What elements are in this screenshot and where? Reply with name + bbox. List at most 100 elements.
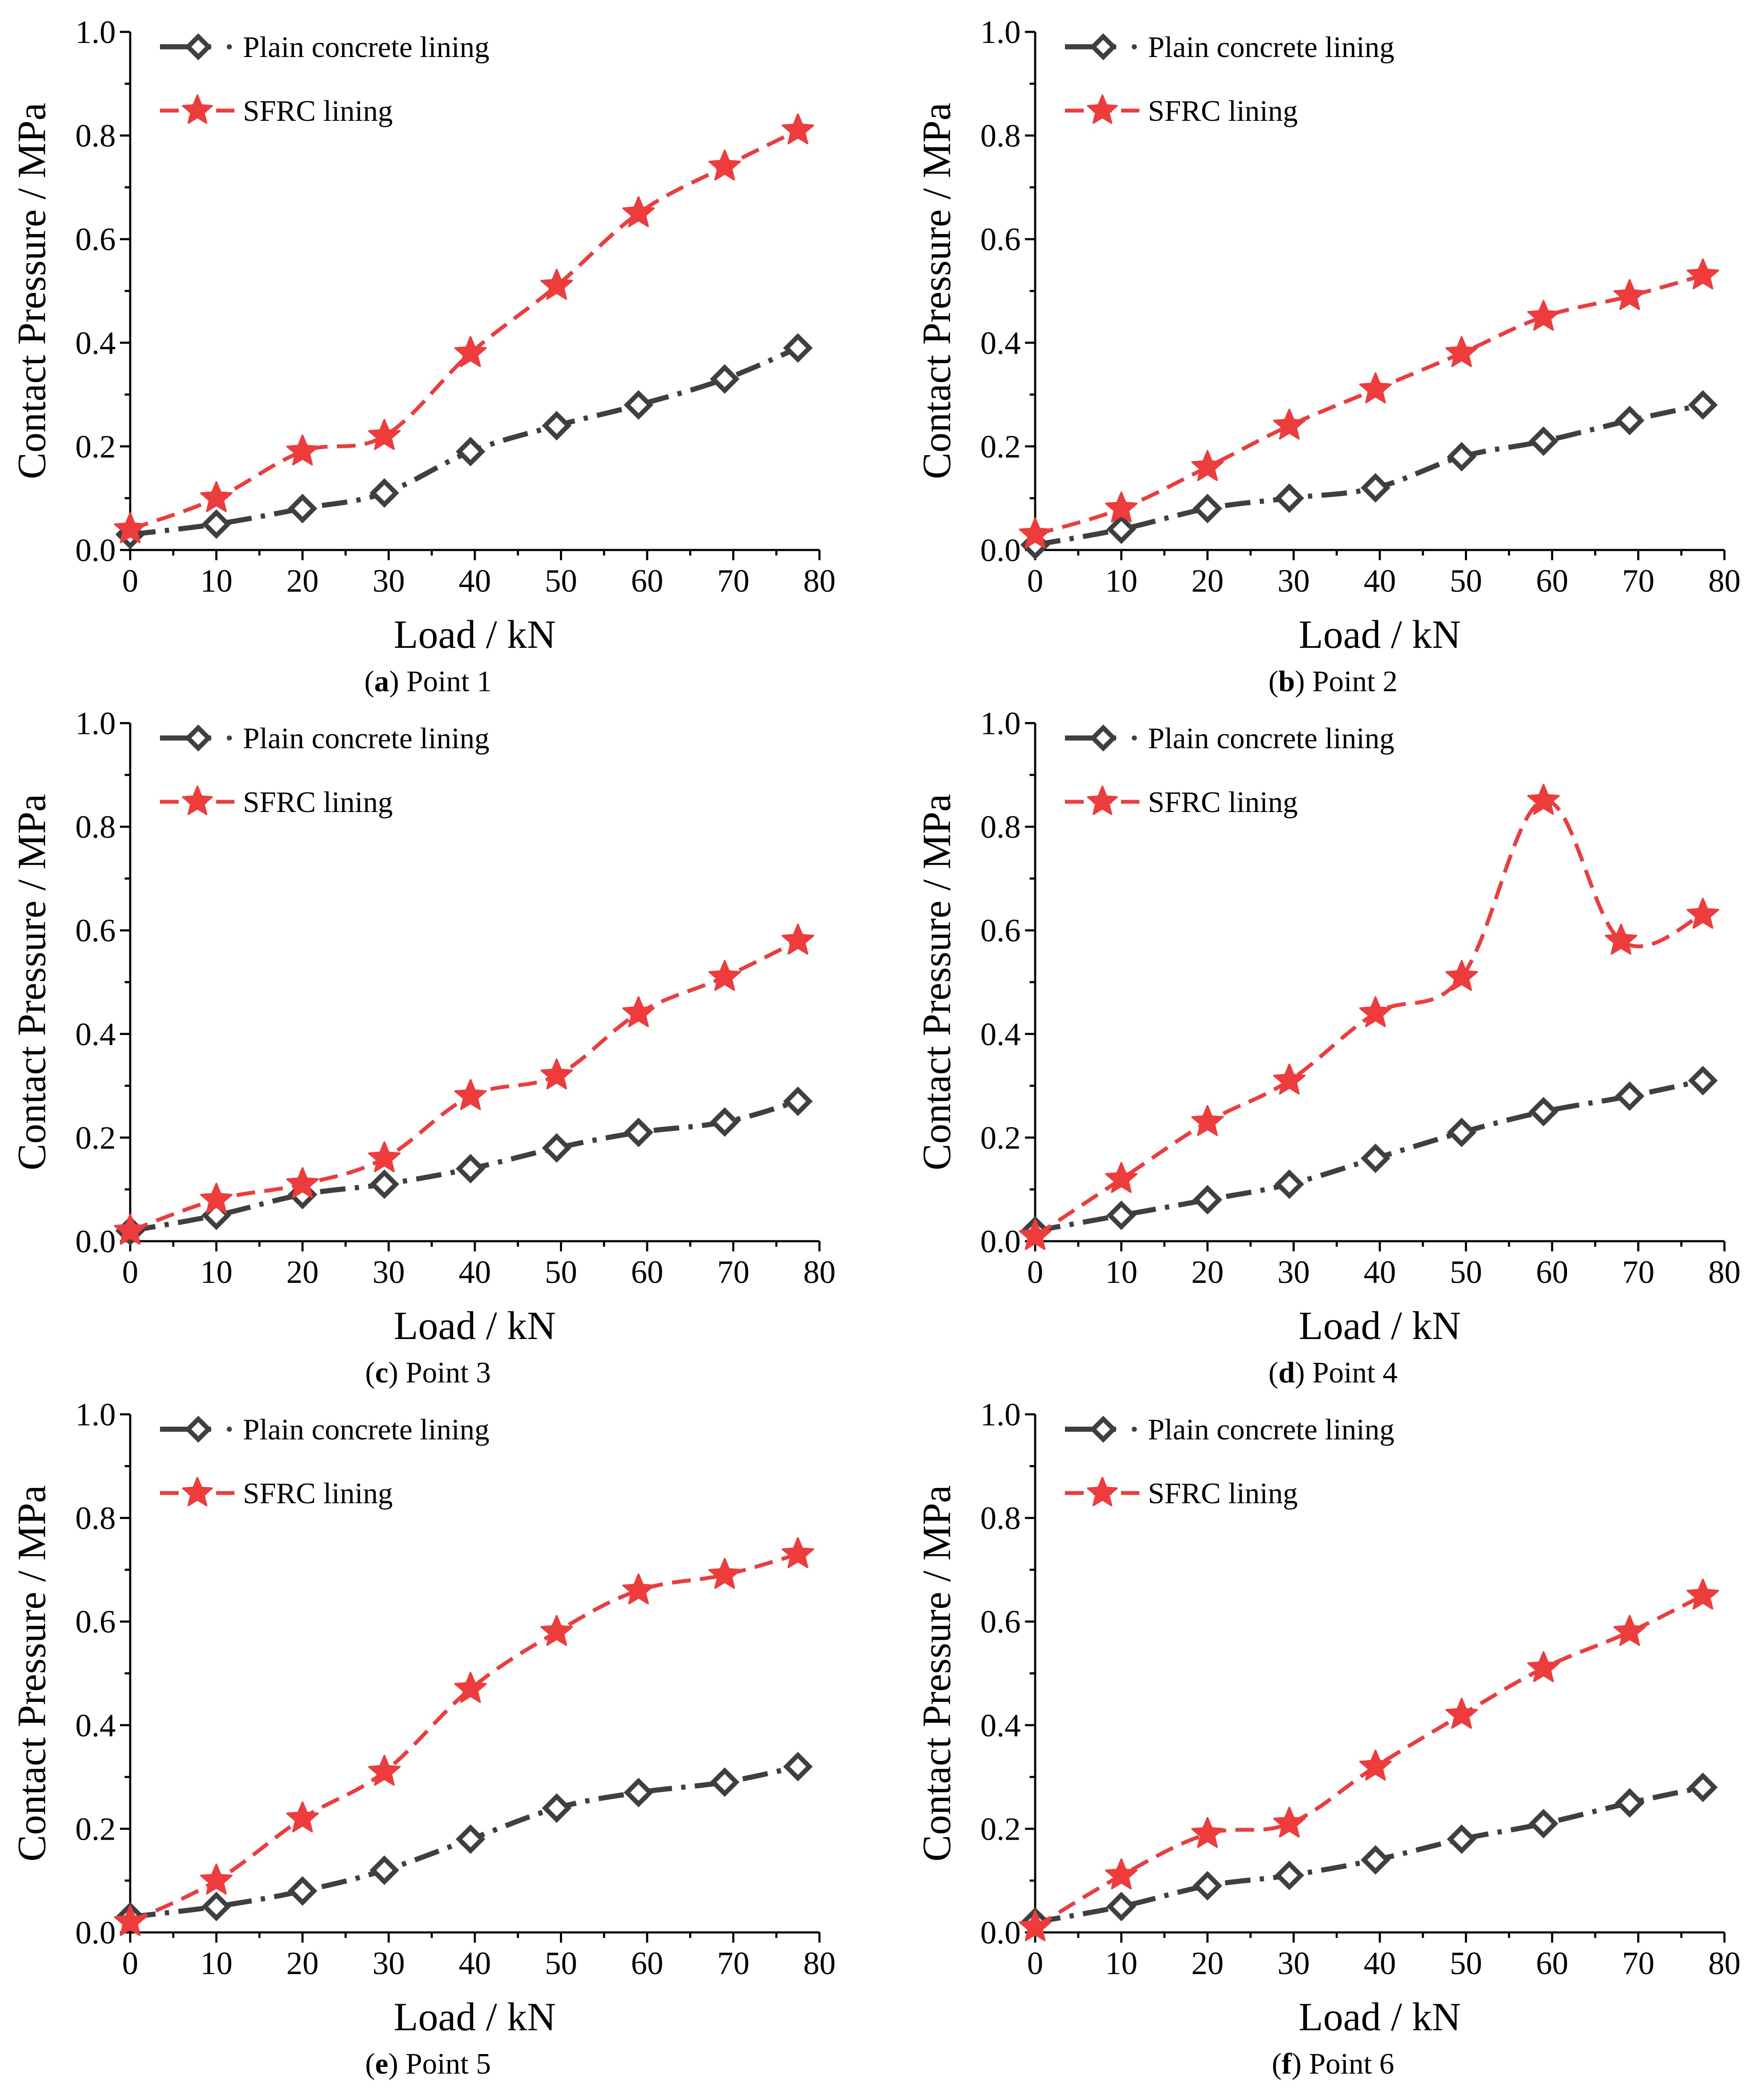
x-tick-label: 50 [1450,1254,1482,1290]
sfrc-point [708,960,741,991]
y-axis-title: Contact Pressure / MPa [915,103,959,479]
y-tick-label: 0.2 [980,1811,1021,1847]
y-tick-label: 0.0 [980,533,1021,568]
sfrc-point [540,268,573,300]
x-axis-title: Load / kN [1299,613,1461,657]
y-tick-label: 0.4 [980,1708,1021,1744]
x-tick-label: 60 [631,1946,663,1981]
y-tick-label: 0.8 [980,1501,1021,1536]
y-tick-label: 0.6 [75,913,116,949]
y-tick-label: 0.4 [75,325,116,361]
plain-concrete-point [1447,1824,1477,1854]
sfrc-point [368,1755,401,1786]
sfrc-point [1019,517,1052,549]
sfrc-point [114,1905,147,1936]
sfrc-point [1191,450,1224,481]
chart-panel-f: 0 10 20 30 40 50 60 70 80 0.0 0.2 0.4 0.6 0.8 1.0 Load … [915,1397,1741,2080]
y-tick-label: 0.6 [980,913,1021,949]
panel-caption: (c) Point 3 [365,1356,491,1389]
series-sfrc [114,113,814,543]
x-tick-label: 80 [803,1254,836,1290]
legend-plain-marker [1090,33,1117,60]
y-tick-label: 0.6 [980,1604,1021,1640]
sfrc-point [708,149,741,181]
x-tick-label: 50 [545,1946,577,1981]
sfrc-point [1359,996,1392,1027]
sfrc-point [368,419,401,450]
legend-sfrc-label: SFRC lining [243,786,393,819]
sfrc-point [540,1058,573,1089]
sfrc-point [200,481,233,512]
x-tick-label: 0 [122,1946,138,1981]
x-axis-title: Load / kN [1299,1995,1461,2039]
y-tick-label: 0.8 [980,809,1021,845]
y-tick-label: 0.0 [75,1224,116,1259]
plain-concrete-point [1106,1200,1136,1230]
x-tick-label: 50 [1450,1946,1482,1981]
sfrc-point [1687,1579,1719,1610]
series-sfrc [1019,258,1719,549]
sfrc-point [286,434,319,466]
panel-caption: (a) Point 1 [364,665,491,698]
x-tick-label: 70 [1622,1254,1655,1290]
x-tick-label: 20 [286,1254,319,1290]
plain-concrete-point [542,1133,572,1163]
plain-concrete-point [1615,405,1645,436]
y-tick-label: 0.0 [980,1224,1021,1259]
x-tick-label: 30 [373,1946,405,1981]
x-tick-label: 0 [122,563,138,599]
x-tick-label: 10 [1105,1254,1138,1290]
legend-sfrc-label: SFRC lining [243,1477,393,1510]
series-sfrc [1019,784,1719,1250]
chart-panel-c: 0 10 20 30 40 50 60 70 80 0.0 0.2 0.4 0.6 0.8 1.0 Load … [10,706,836,1389]
series-sfrc [114,1537,814,1936]
x-tick-label: 60 [631,1254,663,1290]
caption-letter: a [374,665,389,698]
sfrc-point [622,996,655,1027]
y-tick-label: 0.8 [75,809,116,845]
plain-concrete-point [288,493,317,524]
x-tick-label: 70 [717,1946,750,1981]
chart-panel-d: 0 10 20 30 40 50 60 70 80 0.0 0.2 0.4 0.6 0.8 1.0 Load … [915,706,1741,1389]
plain-concrete-point [1528,1097,1558,1127]
legend: Plain concrete lining SFRC lining [160,722,489,819]
legend: Plain concrete lining SFRC lining [160,31,489,128]
plain-concrete-point [456,1154,485,1184]
sfrc-line [129,939,799,1233]
sfrc-point [708,1558,741,1589]
sfrc-point [1191,1817,1224,1848]
plain-concrete-point [1615,1788,1645,1818]
y-tick-label: 1.0 [75,1397,116,1433]
sfrc-point [286,1801,319,1832]
plain-concrete-point [1528,1809,1558,1838]
plain-concrete-point [1106,514,1136,544]
series-plain-concrete [1020,1772,1718,1937]
plain-concrete-point [1193,1871,1222,1901]
legend-sfrc-marker [182,1477,213,1507]
plain-concrete-point [1274,1861,1304,1890]
plain-concrete-point [623,1117,654,1147]
sfrc-point [1191,1105,1224,1136]
sfrc-point [1445,336,1478,367]
plain-concrete-point [1361,1143,1390,1173]
sfrc-point [1613,279,1646,310]
legend-plain-label: Plain concrete lining [1148,31,1394,64]
plain-concrete-point [369,1855,400,1885]
chart-panel-b: 0 10 20 30 40 50 60 70 80 0.0 0.2 0.4 0.6 0.8 1.0 Load … [915,14,1741,698]
y-tick-label: 0.2 [75,429,116,464]
sfrc-point [368,1141,401,1172]
y-tick-label: 0.4 [980,325,1021,361]
sfrc-point [1445,960,1478,991]
plain-concrete-point [1361,473,1390,503]
legend: Plain concrete lining SFRC lining [1065,722,1394,819]
sfrc-point [1527,299,1560,331]
sfrc-line [1034,798,1704,1238]
legend-plain-marker [1090,724,1117,752]
x-tick-label: 0 [1027,1946,1043,1981]
y-axis-title: Contact Pressure / MPa [10,1485,54,1861]
caption-letter: e [375,2048,388,2080]
legend: Plain concrete lining SFRC lining [1065,1413,1394,1510]
series-sfrc [114,923,814,1245]
legend-sfrc-marker [1087,786,1118,815]
x-tick-label: 70 [1622,563,1655,599]
